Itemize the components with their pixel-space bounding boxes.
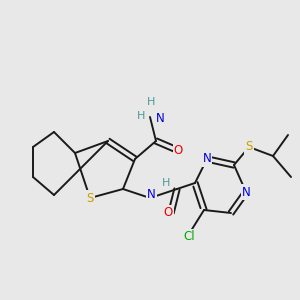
Text: N: N (242, 185, 250, 199)
Text: O: O (164, 206, 172, 220)
Text: N: N (147, 188, 156, 202)
Text: H: H (137, 110, 146, 121)
Text: Cl: Cl (183, 230, 195, 244)
Text: N: N (156, 112, 165, 125)
Text: S: S (245, 140, 253, 154)
Text: N: N (202, 152, 211, 166)
Text: S: S (86, 191, 94, 205)
Text: H: H (162, 178, 171, 188)
Text: O: O (174, 143, 183, 157)
Text: H: H (147, 97, 156, 107)
